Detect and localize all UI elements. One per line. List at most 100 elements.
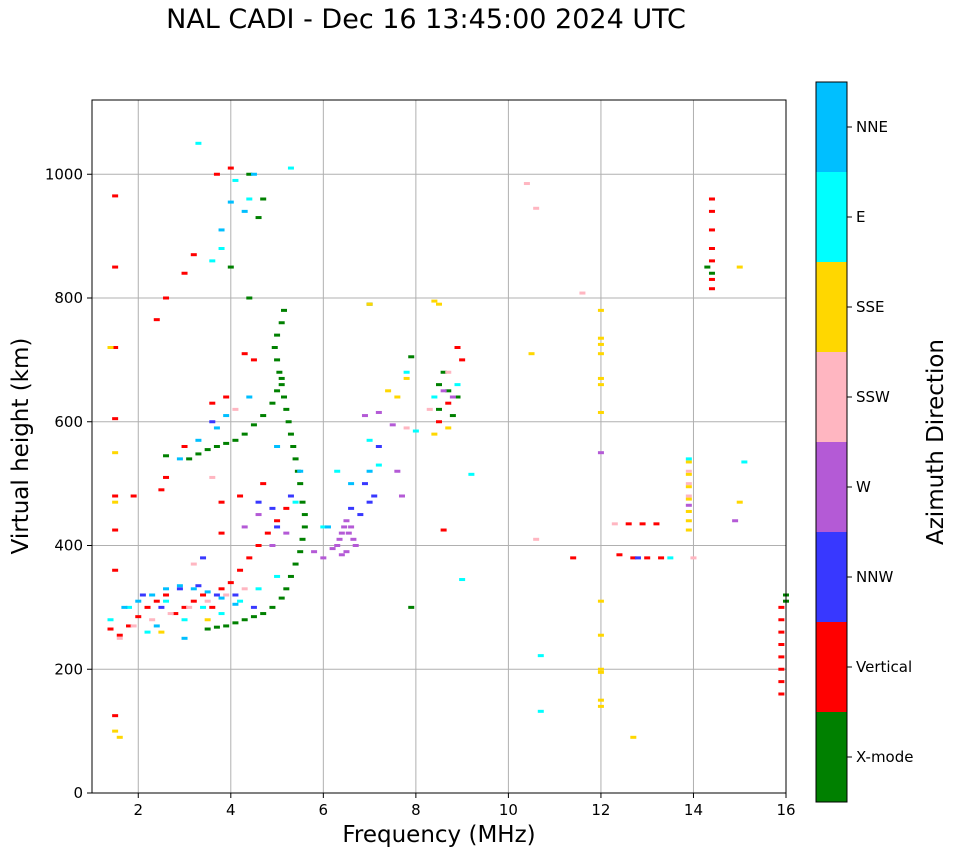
point-nne: [204, 590, 211, 594]
point-e: [107, 618, 114, 622]
colorbar-label: Azimuth Direction: [923, 339, 949, 545]
x-axis-label: Frequency (MHz): [342, 822, 535, 848]
point-x-mode: [246, 296, 253, 300]
point-vertical: [708, 247, 715, 250]
point-vertical: [260, 482, 267, 486]
point-e: [144, 630, 151, 634]
x-axis-ticks: 2 4 6 8 10 12 14 16: [133, 793, 796, 819]
point-sse: [107, 346, 114, 349]
point-ssw: [533, 206, 540, 210]
point-vertical: [778, 655, 785, 659]
point-vertical: [112, 714, 119, 718]
point-nne: [121, 605, 128, 609]
point-vertical: [246, 556, 253, 560]
point-sse: [597, 410, 604, 414]
point-vertical: [274, 519, 281, 523]
point-nne: [135, 599, 142, 603]
point-nnw: [255, 500, 262, 504]
point-x-mode: [449, 414, 456, 418]
point-e: [431, 395, 438, 399]
point-w: [389, 423, 396, 427]
point-vertical: [778, 667, 785, 671]
point-x-mode: [274, 358, 281, 362]
y-tick-label: 800: [54, 289, 83, 307]
point-vertical: [209, 401, 216, 405]
point-vertical: [644, 556, 651, 560]
colorbar-label-vertical: Vertical: [856, 658, 912, 676]
colorbar-segment-w: [816, 442, 847, 532]
point-sse: [112, 451, 119, 455]
point-x-mode: [271, 346, 278, 349]
point-w: [375, 410, 382, 414]
point-vertical: [653, 522, 660, 526]
point-ssw: [533, 537, 540, 541]
point-w: [440, 389, 447, 393]
point-e: [685, 457, 692, 461]
point-ssw: [190, 562, 197, 566]
point-vertical: [112, 528, 119, 532]
point-vertical: [130, 494, 137, 498]
point-vertical: [163, 296, 170, 300]
point-w: [341, 525, 348, 529]
point-x-mode: [299, 537, 306, 541]
point-x-mode: [250, 423, 257, 427]
colorbar-label-nnw: NNW: [856, 568, 893, 586]
grid: [92, 100, 787, 794]
point-e: [403, 370, 410, 374]
point-ssw: [209, 475, 216, 479]
point-w: [255, 513, 262, 517]
point-x-mode: [287, 574, 294, 578]
point-vertical: [639, 522, 646, 526]
point-x-mode: [232, 438, 239, 442]
point-x-mode: [408, 605, 415, 609]
colorbar-frame: [815, 81, 848, 803]
point-vertical: [250, 358, 257, 362]
point-sse: [403, 376, 410, 380]
point-nnw: [195, 584, 202, 588]
point-sse: [445, 426, 452, 430]
point-x-mode: [246, 172, 253, 176]
point-ssw: [611, 522, 618, 526]
point-nnw: [634, 556, 641, 560]
point-w: [311, 550, 318, 554]
point-vertical: [112, 265, 119, 269]
point-vertical: [255, 544, 262, 547]
point-vertical: [190, 253, 197, 257]
point-x-mode: [204, 448, 211, 452]
point-sse: [597, 633, 604, 637]
point-x-mode: [436, 407, 442, 411]
point-ssw: [204, 599, 211, 603]
point-vertical: [112, 346, 119, 349]
point-nne: [163, 587, 170, 591]
point-ssw: [685, 469, 692, 473]
point-ssw: [167, 612, 174, 616]
point-w: [597, 451, 604, 455]
colorbar-label-ssw: SSW: [856, 388, 890, 406]
point-vertical: [153, 599, 160, 603]
point-x-mode: [204, 627, 211, 631]
point-vertical: [264, 531, 271, 535]
point-nne: [297, 469, 304, 473]
point-sse: [112, 729, 119, 733]
point-ssw: [445, 370, 452, 374]
point-sse: [436, 302, 442, 306]
point-nne: [274, 445, 281, 448]
point-nne: [176, 457, 183, 461]
point-w: [320, 556, 327, 560]
point-nnw: [176, 587, 183, 591]
point-vertical: [135, 615, 142, 619]
chart-title: NAL CADI - Dec 16 13:45:00 2024 UTC: [166, 4, 686, 35]
point-ssw: [232, 407, 239, 411]
point-vertical: [283, 506, 290, 510]
point-e: [218, 612, 225, 616]
point-x-mode: [704, 265, 711, 269]
point-nne: [223, 414, 230, 418]
point-vertical: [778, 618, 785, 622]
point-e: [741, 460, 748, 464]
point-ssw: [116, 636, 123, 640]
point-e: [667, 556, 674, 560]
point-x-mode: [292, 457, 299, 461]
point-e: [181, 618, 188, 622]
point-x-mode: [436, 383, 442, 387]
y-tick-label: 200: [54, 660, 83, 678]
